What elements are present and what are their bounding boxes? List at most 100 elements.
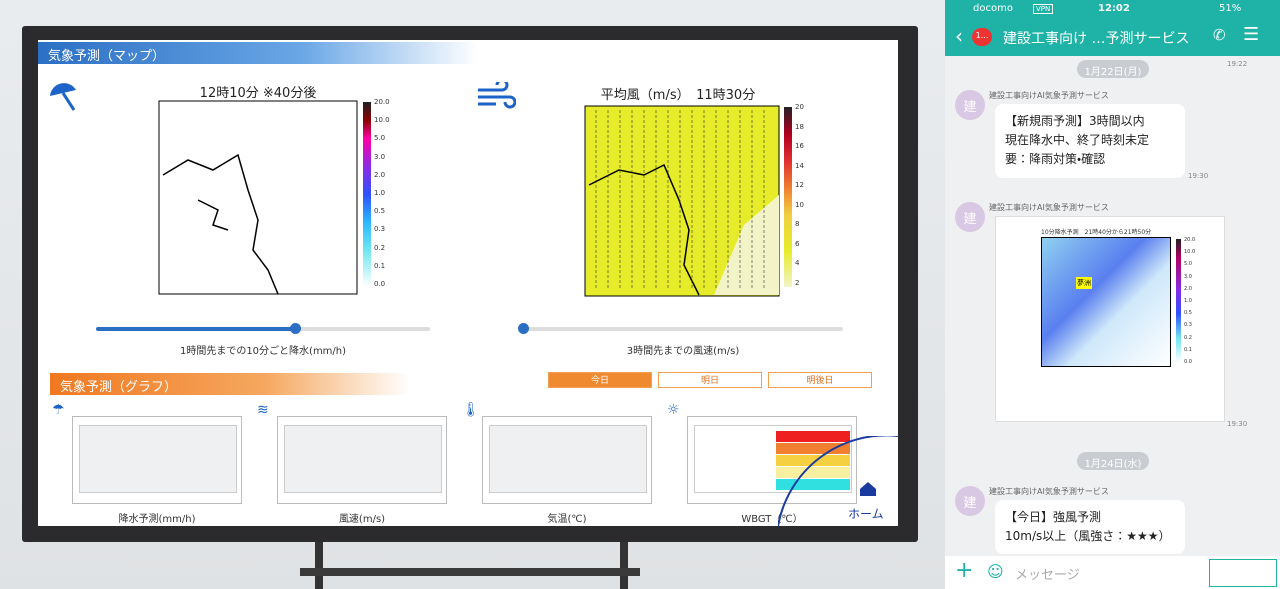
colorbar-label: 8 <box>795 220 800 229</box>
chat-list: 1月22日(月) 建建設工事向けAI気象予測サービス 【新規雨予測】3時間以内 現在降… <box>945 56 1280 556</box>
graph-caption: 気温(℃) <box>547 514 587 525</box>
vpn: VPN <box>1033 4 1054 14</box>
input-bar: + ☺ メッセージ <box>945 556 1280 589</box>
back-button[interactable]: ‹ <box>955 24 963 48</box>
colorbar <box>784 107 792 287</box>
stand <box>315 540 323 589</box>
colorbar-label: 1.0 <box>374 189 386 197</box>
time: 12:02 <box>1098 3 1130 14</box>
map-title: 12時10分 ※40分後 <box>199 86 317 101</box>
image-title: 10分降水予測 21時40分から21時50分 <box>1041 229 1152 236</box>
stand-bar <box>300 568 640 576</box>
slider-thumb[interactable] <box>518 323 529 334</box>
home-arc <box>778 436 898 526</box>
wbgt-band <box>776 443 850 454</box>
colorbar-label: 5.0 <box>1184 261 1192 268</box>
colorbar-label: 0.2 <box>1184 334 1192 341</box>
home-button[interactable]: ホーム <box>848 507 884 521</box>
message-line: 10m/s以上（風強さ：★★★） <box>1005 529 1171 544</box>
wbgt-band <box>776 479 850 490</box>
slider-label: 3時間先までの風速(m/s) <box>626 346 740 357</box>
colorbar <box>363 102 371 287</box>
graph-plot <box>489 425 647 493</box>
colorbar-label: 3.0 <box>374 152 386 161</box>
chat-title: 建設工事向け …予測サービス <box>1003 31 1190 47</box>
graph <box>277 416 447 504</box>
colorbar-label: 12 <box>795 181 804 190</box>
tab[interactable]: 明後日 <box>768 372 872 388</box>
section-title: 気象予測（グラフ） <box>50 373 410 395</box>
colorbar-label: 0.3 <box>1184 322 1192 329</box>
date-chip: 1月22日(月) <box>1077 60 1149 78</box>
colorbar-label: 2.0 <box>374 170 386 179</box>
slider-thumb[interactable] <box>290 323 301 334</box>
wbgt-band <box>776 467 850 478</box>
section-title: 気象予測（マップ） <box>38 42 478 64</box>
colorbar-label: 0.5 <box>1184 310 1192 317</box>
menu-button[interactable]: ☰ <box>1243 24 1260 45</box>
phone: docomo VPN 12:02 51% ‹ 1... 建設工事向け …予測サー… <box>945 0 1280 589</box>
wind-icon <box>478 82 516 109</box>
colorbar-label: 5.0 <box>374 134 386 143</box>
avatar: 建 <box>955 90 985 120</box>
graph-plot <box>79 425 237 493</box>
carrier: docomo <box>973 3 1013 14</box>
message-line: 【今日】強風予測 <box>1005 510 1102 524</box>
rain-map <box>158 100 358 295</box>
call-button[interactable]: ✆ <box>1213 26 1226 44</box>
timestamp: 19:22 <box>1227 60 1248 68</box>
colorbar-label: 0.1 <box>374 261 386 270</box>
message-line: 要：降雨対策・確認 <box>1005 152 1106 167</box>
graph <box>482 416 652 504</box>
status-bar: docomo VPN 12:02 51% <box>945 0 1280 18</box>
battery: 51% <box>1219 3 1242 14</box>
colorbar-labels: 20 18 16 14 12 10 8 6 4 2 <box>795 103 819 292</box>
colorbar-label: 0.0 <box>1184 359 1192 365</box>
avatar: 建 <box>955 486 985 516</box>
sender: 建設工事向けAI気象予測サービス <box>989 203 1109 212</box>
wind-map <box>584 105 780 297</box>
message-input[interactable]: メッセージ <box>1015 568 1080 583</box>
map-title: 平均風（m/s） 11時30分 <box>600 88 756 103</box>
colorbar-label: 4 <box>795 259 800 268</box>
wbgt-band <box>776 431 850 442</box>
image-colorbar <box>1176 239 1181 363</box>
umbrella-icon <box>50 83 76 111</box>
emoji-button[interactable]: ☺ <box>987 562 1004 581</box>
colorbar-label: 10 <box>795 200 804 209</box>
stand <box>620 540 628 589</box>
avatar: 建 <box>955 202 985 232</box>
colorbar-label: 16 <box>795 142 804 151</box>
message-line: 【新規雨予測】3時間以内 <box>1005 114 1145 128</box>
graph-caption: 降水予測(mm/h) <box>118 514 196 525</box>
colorbar-labels: 20.0 10.0 5.0 3.0 2.0 1.0 0.5 0.3 0.2 0.1 0.0 <box>374 98 404 292</box>
colorbar-label: 20.0 <box>374 98 390 106</box>
monitor-screen: 気象予測（マップ） 12時10分 ※40分後 20.0 10.0 5.0 3.0 2.0… <box>38 40 898 526</box>
message-bubble: 【新規雨予測】3時間以内 現在降水中、終了時刻未定 要：降雨対策・確認 <box>995 104 1185 178</box>
colorbar-label: 2.0 <box>1184 285 1192 292</box>
colorbar-label: 20 <box>795 103 804 111</box>
badge: 1... <box>972 28 992 46</box>
add-button[interactable]: + <box>955 558 974 583</box>
colorbar-label: 0.0 <box>374 280 386 288</box>
image-label: 夢洲 <box>1076 277 1092 289</box>
colorbar-label: 6 <box>795 239 800 248</box>
tab[interactable]: 今日 <box>548 372 652 388</box>
colorbar-label: 0.5 <box>374 207 386 216</box>
graph-caption: WBGT（℃） <box>741 514 803 525</box>
graph <box>687 416 857 504</box>
timestamp: 19:30 <box>1188 172 1209 180</box>
graph-icon: ≋ <box>257 402 269 418</box>
sender: 建設工事向けAI気象予測サービス <box>989 91 1109 100</box>
colorbar-label: 0.2 <box>374 243 386 252</box>
voice-button[interactable] <box>1209 559 1277 587</box>
timestamp: 19:30 <box>1227 420 1248 428</box>
colorbar-label: 0.1 <box>1184 346 1192 353</box>
tab[interactable]: 明日 <box>658 372 762 388</box>
image-message: 10分降水予測 21時40分から21時50分 夢洲 20.0 10.0 5.0 3.0 2.… <box>995 216 1225 422</box>
graph-plot <box>284 425 442 493</box>
slider-label: 1時間先までの10分ごと降水(mm/h) <box>179 346 347 357</box>
graph-icon: ☂ <box>52 402 65 418</box>
wbgt-band <box>776 455 850 466</box>
